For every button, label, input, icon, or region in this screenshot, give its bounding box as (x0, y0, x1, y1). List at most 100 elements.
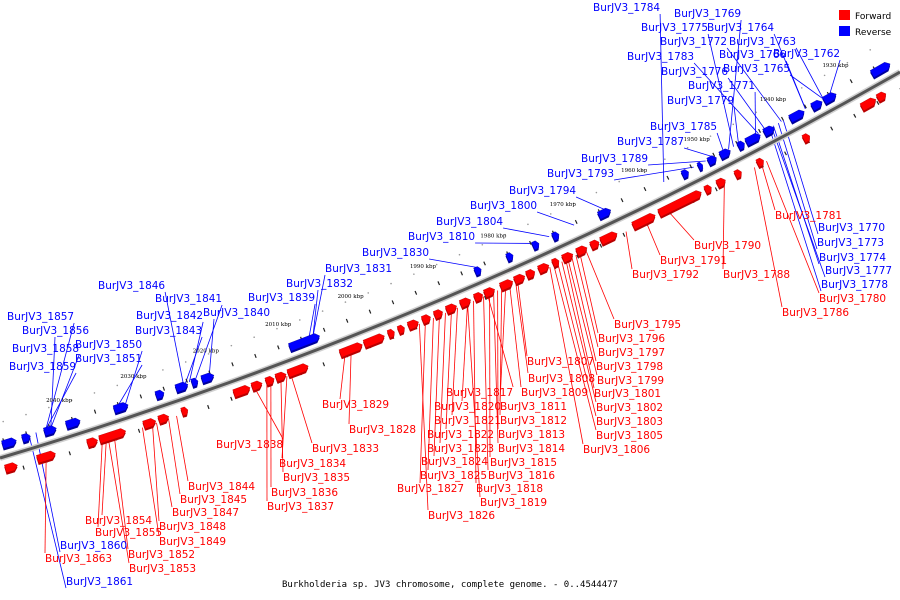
reverse-gene-label[interactable]: BurJV3_1770 (818, 222, 885, 234)
reverse-gene-label[interactable]: BurJV3_1804 (436, 216, 503, 228)
forward-gene-label[interactable]: BurJV3_1791 (660, 255, 727, 267)
reverse-gene (154, 389, 165, 400)
reverse-gene-label[interactable]: BurJV3_1830 (362, 247, 429, 259)
forward-gene-label[interactable]: BurJV3_1815 (490, 457, 557, 469)
forward-gene-label[interactable]: BurJV3_1820 (434, 401, 501, 413)
forward-gene-label[interactable]: BurJV3_1829 (322, 399, 389, 411)
forward-gene-label[interactable]: BurJV3_1834 (279, 458, 346, 470)
reverse-gene-label[interactable]: BurJV3_1840 (203, 307, 270, 319)
forward-gene-label[interactable]: BurJV3_1817 (446, 387, 513, 399)
reverse-gene-label[interactable]: BurJV3_1832 (286, 278, 353, 290)
forward-gene-label[interactable]: BurJV3_1847 (172, 507, 239, 519)
reverse-gene-label[interactable]: BurJV3_1810 (408, 231, 475, 243)
forward-gene-label[interactable]: BurJV3_1811 (500, 401, 567, 413)
forward-gene-label[interactable]: BurJV3_1819 (480, 497, 547, 509)
forward-gene-label[interactable]: BurJV3_1854 (85, 515, 152, 527)
reverse-gene-label[interactable]: BurJV3_1784 (593, 2, 660, 14)
forward-gene-label[interactable]: BurJV3_1806 (583, 444, 650, 456)
forward-gene-label[interactable]: BurJV3_1792 (632, 269, 699, 281)
forward-gene-label[interactable]: BurJV3_1835 (283, 472, 350, 484)
forward-gene-label[interactable]: BurJV3_1848 (159, 521, 226, 533)
reverse-gene-label[interactable]: BurJV3_1800 (470, 200, 537, 212)
reverse-gene-label[interactable]: BurJV3_1775 (641, 22, 708, 34)
reverse-gene-label[interactable]: BurJV3_1787 (617, 136, 684, 148)
reverse-gene-label[interactable]: BurJV3_1856 (22, 325, 89, 337)
reverse-gene-label[interactable]: BurJV3_1789 (581, 153, 648, 165)
forward-gene-label[interactable]: BurJV3_1825 (420, 470, 487, 482)
reverse-gene-label[interactable]: BurJV3_1772 (660, 36, 727, 48)
reverse-gene-label[interactable]: BurJV3_1857 (7, 311, 74, 323)
forward-gene-label[interactable]: BurJV3_1809 (521, 387, 588, 399)
forward-gene-label[interactable]: BurJV3_1838 (216, 439, 283, 451)
forward-gene-label[interactable]: BurJV3_1849 (159, 536, 226, 548)
forward-gene-label[interactable]: BurJV3_1826 (428, 510, 495, 522)
forward-gene-label[interactable]: BurJV3_1780 (819, 293, 886, 305)
forward-gene-label[interactable]: BurJV3_1837 (267, 501, 334, 513)
forward-gene-label[interactable]: BurJV3_1813 (498, 429, 565, 441)
forward-gene-label[interactable]: BurJV3_1807 (527, 356, 594, 368)
forward-gene-label[interactable]: BurJV3_1844 (188, 481, 255, 493)
reverse-gene-label[interactable]: BurJV3_1769 (674, 8, 741, 20)
forward-gene-label[interactable]: BurJV3_1781 (775, 210, 842, 222)
reverse-gene-label[interactable]: BurJV3_1850 (75, 339, 142, 351)
reverse-gene-label[interactable]: BurJV3_1777 (825, 265, 892, 277)
reverse-gene-label[interactable]: BurJV3_1773 (817, 237, 884, 249)
forward-gene-label[interactable]: BurJV3_1863 (45, 553, 112, 565)
reverse-gene-label[interactable]: BurJV3_1846 (98, 280, 165, 292)
forward-gene-label[interactable]: BurJV3_1802 (596, 402, 663, 414)
forward-gene-label[interactable]: BurJV3_1814 (498, 443, 565, 455)
forward-gene-label[interactable]: BurJV3_1827 (397, 483, 464, 495)
reverse-gene-label[interactable]: BurJV3_1794 (509, 185, 576, 197)
reverse-gene-label[interactable]: BurJV3_1839 (248, 292, 315, 304)
forward-gene-label[interactable]: BurJV3_1805 (596, 430, 663, 442)
forward-gene-label[interactable]: BurJV3_1790 (694, 240, 761, 252)
forward-gene-label[interactable]: BurJV3_1808 (528, 373, 595, 385)
label-connector (683, 147, 714, 158)
reverse-gene-label[interactable]: BurJV3_1859 (9, 361, 76, 373)
reverse-gene-label[interactable]: BurJV3_1841 (155, 293, 222, 305)
forward-gene-label[interactable]: BurJV3_1823 (427, 443, 494, 455)
reverse-gene-label[interactable]: BurJV3_1793 (547, 168, 614, 180)
reverse-gene-label[interactable]: BurJV3_1766 (719, 49, 786, 61)
forward-gene-label[interactable]: BurJV3_1852 (128, 549, 195, 561)
reverse-gene-label[interactable]: BurJV3_1765 (723, 63, 790, 75)
reverse-gene-label[interactable]: BurJV3_1842 (136, 310, 203, 322)
reverse-gene-label[interactable]: BurJV3_1763 (729, 36, 796, 48)
forward-gene-label[interactable]: BurJV3_1786 (782, 307, 849, 319)
reverse-gene-label[interactable]: BurJV3_1860 (60, 540, 127, 552)
forward-gene-label[interactable]: BurJV3_1822 (427, 429, 494, 441)
forward-gene-label[interactable]: BurJV3_1799 (597, 375, 664, 387)
forward-gene-label[interactable]: BurJV3_1828 (349, 424, 416, 436)
forward-gene-label[interactable]: BurJV3_1855 (95, 527, 162, 539)
reverse-gene-label[interactable]: BurJV3_1779 (667, 95, 734, 107)
forward-gene-label[interactable]: BurJV3_1833 (312, 443, 379, 455)
forward-gene-label[interactable]: BurJV3_1798 (596, 361, 663, 373)
forward-gene-label[interactable]: BurJV3_1845 (180, 494, 247, 506)
reverse-gene-label[interactable]: BurJV3_1774 (819, 252, 886, 264)
forward-gene-label[interactable]: BurJV3_1795 (614, 319, 681, 331)
forward-gene-label[interactable]: BurJV3_1816 (488, 470, 555, 482)
reverse-gene-label[interactable]: BurJV3_1771 (688, 80, 755, 92)
forward-gene-label[interactable]: BurJV3_1818 (476, 483, 543, 495)
forward-gene-label[interactable]: BurJV3_1788 (723, 269, 790, 281)
reverse-gene-label[interactable]: BurJV3_1778 (821, 279, 888, 291)
reverse-gene-label[interactable]: BurJV3_1851 (75, 353, 142, 365)
reverse-gene-label[interactable]: BurJV3_1831 (325, 263, 392, 275)
forward-gene-label[interactable]: BurJV3_1853 (129, 563, 196, 575)
reverse-gene-label[interactable]: BurJV3_1762 (773, 48, 840, 60)
reverse-gene-label[interactable]: BurJV3_1783 (627, 51, 694, 63)
forward-gene-label[interactable]: BurJV3_1836 (271, 487, 338, 499)
reverse-gene-label[interactable]: BurJV3_1776 (661, 66, 728, 78)
forward-gene-label[interactable]: BurJV3_1803 (596, 416, 663, 428)
reverse-gene-label[interactable]: BurJV3_1858 (12, 343, 79, 355)
reverse-gene-label[interactable]: BurJV3_1861 (66, 576, 133, 588)
forward-gene-label[interactable]: BurJV3_1821 (434, 415, 501, 427)
forward-gene-label[interactable]: BurJV3_1797 (598, 347, 665, 359)
reverse-gene-label[interactable]: BurJV3_1764 (707, 22, 774, 34)
forward-gene-label[interactable]: BurJV3_1796 (598, 333, 665, 345)
forward-gene-label[interactable]: BurJV3_1801 (594, 388, 661, 400)
reverse-gene-label[interactable]: BurJV3_1785 (650, 121, 717, 133)
forward-gene-label[interactable]: BurJV3_1824 (421, 456, 488, 468)
reverse-gene-label[interactable]: BurJV3_1843 (135, 325, 202, 337)
forward-gene-label[interactable]: BurJV3_1812 (500, 415, 567, 427)
